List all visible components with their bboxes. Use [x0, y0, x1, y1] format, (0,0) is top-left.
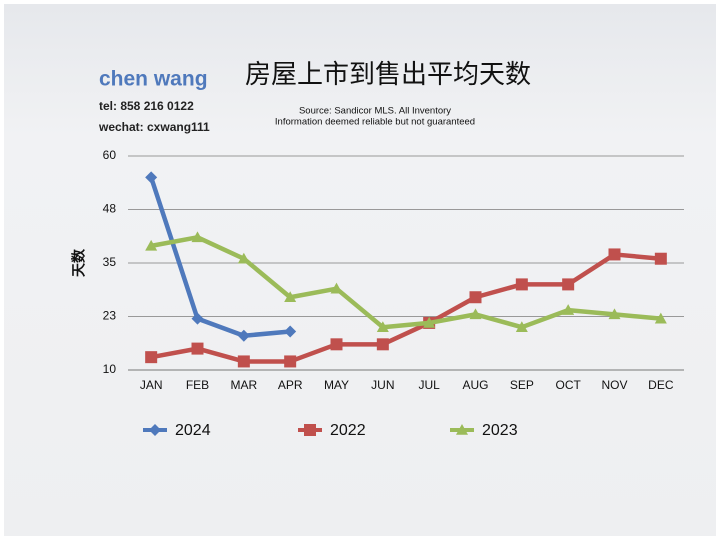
- author-wechat: wechat: cxwang111: [98, 120, 210, 134]
- x-tick-label: MAY: [324, 378, 349, 392]
- y-tick-label: 60: [103, 148, 117, 162]
- legend-label: 2023: [482, 422, 518, 439]
- series-line: [150, 252, 662, 364]
- x-tick-label: OCT: [555, 378, 581, 392]
- y-tick-label: 48: [103, 202, 117, 216]
- data-point: [608, 308, 621, 320]
- legend-label: 2024: [175, 422, 211, 439]
- data-point: [330, 282, 343, 294]
- y-axis-label: 天数: [71, 248, 87, 277]
- data-point: [376, 321, 389, 332]
- x-tick-label: JAN: [140, 378, 163, 392]
- data-point: [608, 248, 621, 261]
- data-point: [191, 312, 204, 325]
- data-point: [191, 231, 204, 243]
- data-point: [284, 291, 297, 303]
- data-point: [654, 252, 667, 265]
- author-name: chen wang: [99, 68, 208, 91]
- x-tick-label: JUL: [418, 378, 440, 392]
- data-point: [515, 278, 528, 291]
- data-point: [284, 355, 297, 368]
- x-tick-label: APR: [278, 378, 303, 392]
- source-line: Source: Sandicor MLS. All Inventory: [299, 106, 451, 117]
- data-point: [237, 252, 250, 264]
- data-point: [237, 355, 250, 368]
- data-point: [145, 239, 158, 251]
- legend-marker: [456, 424, 468, 435]
- data-point: [562, 304, 575, 315]
- legend-label: 2022: [330, 422, 366, 439]
- data-point: [469, 291, 482, 304]
- data-point: [145, 351, 158, 364]
- background: [4, 4, 716, 536]
- chart-title: 房屋上市到售出平均天数: [245, 59, 531, 89]
- data-point: [654, 312, 667, 324]
- y-tick-label: 35: [103, 255, 117, 269]
- x-tick-label: SEP: [510, 378, 534, 392]
- source-line: Information deemed reliable but not guar…: [275, 117, 475, 128]
- data-point: [284, 325, 297, 338]
- series-line: [150, 235, 662, 330]
- data-point: [145, 171, 158, 184]
- data-point: [562, 278, 575, 291]
- x-tick-label: DEC: [648, 378, 674, 392]
- author-tel: tel: 858 216 0122: [99, 99, 194, 113]
- series-line: [149, 176, 291, 339]
- x-tick-label: MAR: [230, 378, 257, 392]
- legend-marker: [149, 424, 161, 436]
- x-tick-label: FEB: [186, 378, 209, 392]
- y-tick-label: 23: [103, 309, 117, 323]
- x-tick-label: AUG: [462, 378, 488, 392]
- data-point: [469, 308, 482, 320]
- x-tick-label: NOV: [601, 378, 627, 392]
- y-tick-label: 10: [103, 362, 117, 376]
- data-point: [237, 329, 250, 342]
- data-point: [423, 316, 436, 328]
- x-tick-label: JUN: [371, 378, 394, 392]
- legend-marker: [304, 424, 316, 436]
- data-point: [376, 338, 389, 351]
- data-point: [330, 338, 343, 351]
- data-point: [515, 321, 528, 332]
- data-point: [191, 342, 204, 355]
